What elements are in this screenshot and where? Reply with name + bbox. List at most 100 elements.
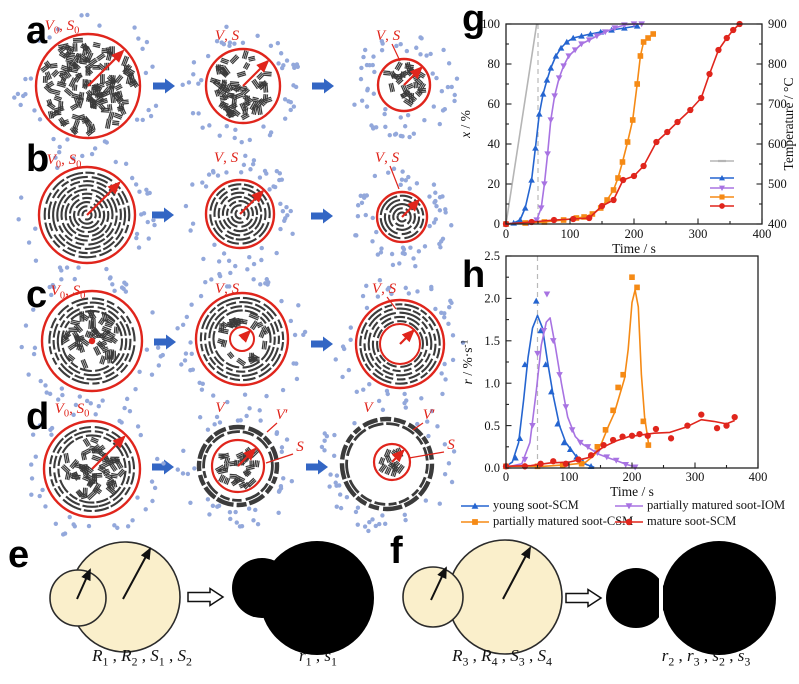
plot-border — [505, 23, 763, 225]
inline-legend-sample — [710, 185, 734, 191]
stage-arrow-icon — [311, 208, 333, 224]
radius-arrow-icon — [239, 189, 265, 215]
stage-arrow-icon — [311, 336, 333, 352]
y-tick-label: 2.0 — [484, 292, 500, 306]
series-partially-matured-soot-csm — [503, 274, 652, 470]
panel-letter-d: d — [26, 396, 50, 438]
y-tick-label: 100 — [481, 17, 500, 31]
x-tick-label: 100 — [560, 470, 579, 484]
legend-item-young-soot-scm: young soot-SCM — [460, 498, 612, 513]
particle-label: V, S — [376, 28, 401, 44]
panel-d-particle-1: V0, S0 — [29, 398, 166, 537]
panel-d-particle-2: V V′ S — [175, 400, 304, 529]
caption-e-result: r1 , s1 — [299, 646, 337, 669]
panel-letter-h: h — [462, 254, 486, 296]
panel-letter-f: f — [390, 530, 403, 572]
stage-arrow-icon — [306, 459, 328, 475]
y2-axis-title: Temperature / °C — [781, 78, 796, 171]
particle-label: S — [447, 437, 455, 453]
y-axis-title: x / % — [458, 110, 473, 139]
panel-d-particle-3: V V′ S — [319, 398, 457, 534]
y-tick-label: 20 — [488, 177, 501, 191]
x-axis-title: Time / s — [610, 484, 654, 499]
charts-canvas: 0 100 200 300 400 0 20 40 60 80 100 400 500 600 700 800… — [458, 17, 796, 499]
legend-marker-icon — [461, 502, 489, 509]
radius-arrow-icon — [399, 329, 415, 345]
hollow-arrow-icon — [565, 588, 603, 608]
y2-tick-label: 800 — [768, 57, 787, 71]
series-young-soot-scm — [502, 22, 641, 227]
radius-arrow-icon — [238, 329, 252, 343]
panel-b-particle-2: V, S — [183, 150, 295, 272]
legend-item-partially-matured-soot-iom: partially matured soot-IOM — [614, 498, 799, 513]
x-tick-label: 200 — [623, 470, 642, 484]
caption-e-source: R1 , R2 , S1 , S2 — [92, 646, 192, 669]
particle-label: V′ — [423, 407, 435, 423]
particle-label: V0, S0 — [47, 152, 82, 171]
legend-marker-icon — [615, 502, 643, 509]
radius-arrow-icon — [76, 568, 91, 600]
y-tick-label: 40 — [488, 137, 501, 151]
panel-f-diagram — [402, 538, 776, 658]
y-tick-label: 1.5 — [484, 334, 500, 348]
legend-label: partially matured soot-CSM — [493, 514, 634, 528]
legend-marker-icon — [615, 518, 643, 525]
y-tick-label: 0.5 — [484, 419, 500, 433]
stage-arrow-icon — [152, 459, 174, 475]
panel-c-particle-1: V0, S0 — [19, 276, 165, 408]
caption-f-result: r2 , r3 , s2 , s3 — [661, 646, 751, 669]
y-tick-label: 1.0 — [484, 376, 500, 390]
particle-label: V, S — [372, 281, 397, 297]
y2-tick-label: 500 — [768, 177, 787, 191]
particle-label: S — [296, 439, 304, 455]
legend-label: mature soot-SCM — [647, 514, 737, 528]
series-partially-matured-soot-csm — [503, 31, 657, 227]
hollow-arrow-icon — [187, 587, 225, 607]
x-tick-label: 200 — [625, 227, 644, 241]
particle-label: V — [363, 400, 374, 416]
inline-legend-sample — [710, 159, 734, 163]
particle-label: V, S — [214, 150, 239, 166]
radius-arrow-icon — [401, 198, 421, 218]
series-partially-matured-soot-iom — [502, 21, 645, 228]
radius-arrow-icon — [502, 546, 531, 600]
inline-legend-sample — [710, 175, 734, 181]
x-tick-label: 0 — [503, 470, 509, 484]
y-tick-label: 60 — [488, 97, 501, 111]
stage-arrow-icon — [312, 78, 334, 94]
x-tick-label: 300 — [689, 227, 708, 241]
caption-f-source: R3 , R4 , S3 , S4 — [452, 646, 552, 669]
radius-arrow-icon — [91, 435, 126, 470]
legend-label: young soot-SCM — [493, 498, 579, 512]
chart-h: 0 100 200 300 400 0.0 0.5 1.0 1.5 2.0 2.5 Time / s r… — [460, 249, 767, 499]
y2-tick-label: 400 — [768, 217, 787, 231]
particle-label: V0, S0 — [55, 401, 90, 420]
series-temperature — [505, 23, 538, 225]
radius-arrow-icon — [87, 49, 125, 87]
particle-label: V, S — [215, 281, 240, 297]
coalesced-particle — [662, 541, 776, 655]
panel-a-particle-2: V, S — [180, 24, 300, 145]
panel-letter-a: a — [26, 10, 48, 52]
x-tick-label: 400 — [749, 470, 768, 484]
panel-letter-e: e — [8, 534, 30, 576]
radius-arrow-icon — [122, 547, 151, 600]
particle-label: V, S — [215, 28, 240, 44]
panel-c-diagram: V0, S0 V, S V, S — [19, 270, 466, 413]
particle-label: V, S — [375, 150, 400, 166]
particle-neck-divider — [659, 538, 663, 658]
stage-arrow-icon — [154, 334, 176, 350]
y2-tick-label: 700 — [768, 97, 787, 111]
y-axis-title: r / %·s-1 — [460, 339, 475, 384]
panel-a-particle-1: V0, S0 — [12, 12, 159, 159]
x-tick-label: 0 — [503, 227, 509, 241]
chart-legend: young soot-SCM partially matured soot-IOM… — [460, 498, 799, 529]
inline-legend-sample — [710, 203, 734, 209]
panel-a-diagram: V0, S0 V, S V, S — [12, 12, 460, 159]
radius-arrow-icon — [430, 566, 447, 601]
stage-arrow-icon — [153, 78, 175, 94]
series-mature-soot-scm — [502, 411, 738, 470]
radius-arrow-icon — [403, 65, 424, 86]
